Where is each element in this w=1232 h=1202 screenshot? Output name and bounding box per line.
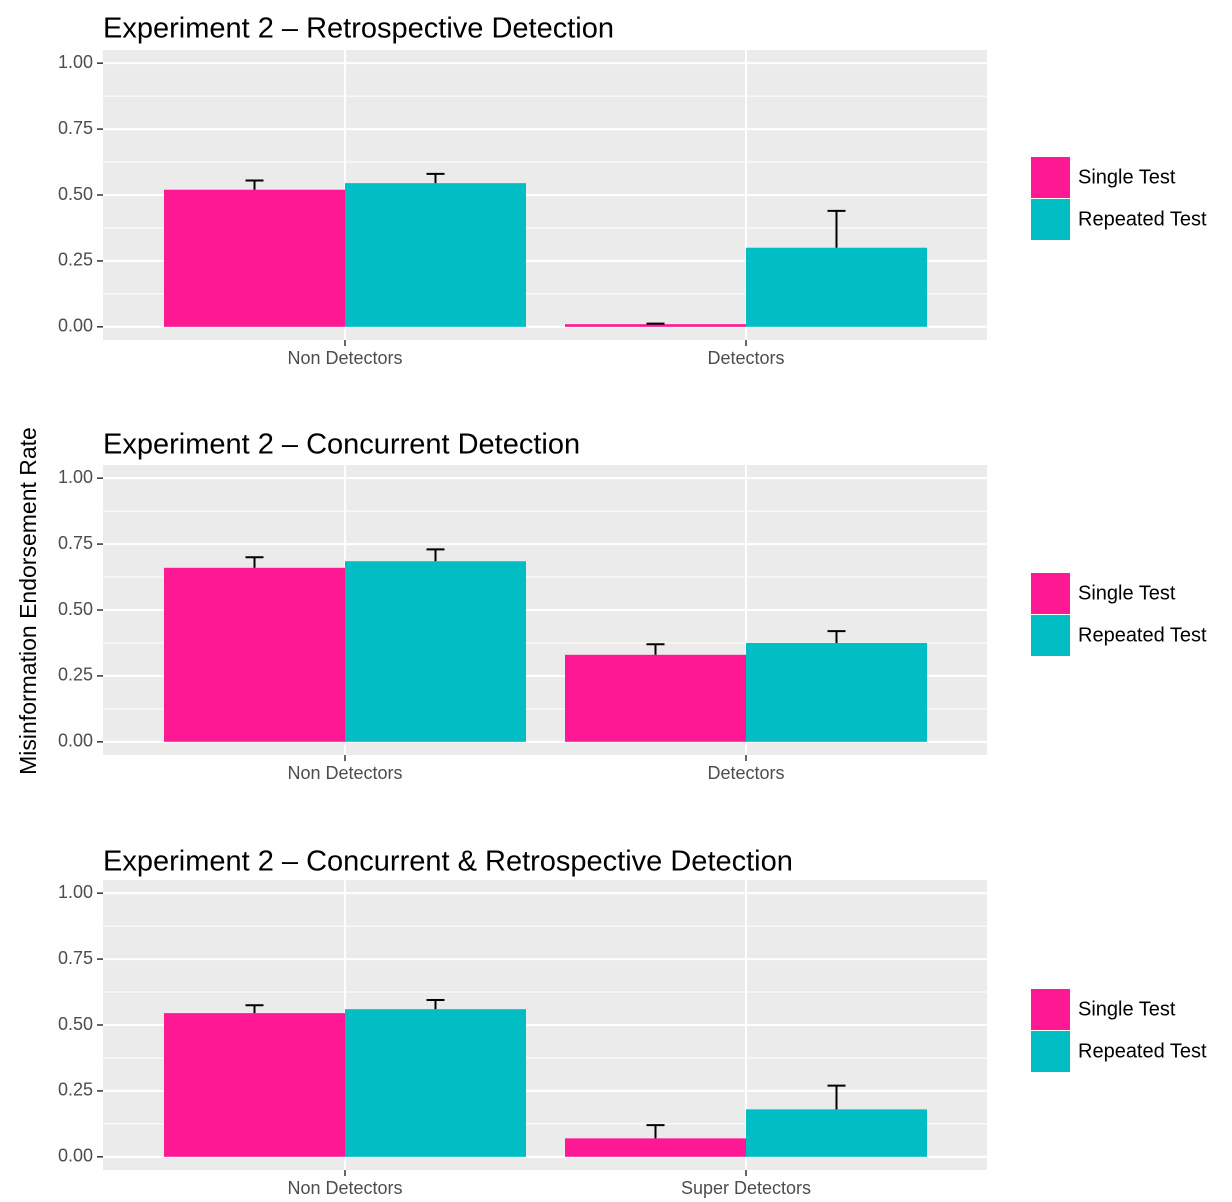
legend-label: Single Test (1078, 582, 1176, 604)
y-tick-label: 0.75 (58, 118, 93, 138)
chart-title: Experiment 2 – Retrospective Detection (103, 13, 614, 45)
bar-repeated (345, 183, 526, 327)
x-tick-label: Non Detectors (287, 763, 402, 783)
y-tick-label: 0.50 (58, 599, 93, 619)
bar-repeated (746, 642, 927, 742)
chart-panel-2: Experiment 2 – Concurrent Detection 0.00 0… (58, 429, 1207, 783)
legend-label: Single Test (1078, 998, 1176, 1020)
y-tick-label: 0.75 (58, 948, 93, 968)
bar-single (164, 1013, 345, 1157)
y-axis-label: Misinformation Endorsement Rate (15, 427, 41, 775)
legend-key-single (1031, 989, 1070, 1030)
y-tick-label: 0.75 (58, 533, 93, 553)
x-tick-label: Non Detectors (287, 348, 402, 368)
x-tick-label: Super Detectors (681, 1178, 811, 1198)
chart-panel-1: Experiment 2 – Retrospective Detection 0.… (58, 13, 1207, 368)
y-tick-label: 0.50 (58, 184, 93, 204)
y-tick-label: 1.00 (58, 882, 93, 902)
legend-key-repeated (1031, 1031, 1070, 1072)
legend-label: Repeated Test (1078, 208, 1207, 230)
y-tick-label: 0.00 (58, 1146, 93, 1166)
bar-repeated (345, 561, 526, 742)
bar-single (164, 189, 345, 327)
x-tick-label: Non Detectors (287, 1178, 402, 1198)
x-tick-label: Detectors (707, 763, 784, 783)
y-tick-label: 0.25 (58, 1080, 93, 1100)
y-tick-label: 0.00 (58, 731, 93, 751)
chart-panel-3: Experiment 2 – Concurrent & Retrospectiv… (58, 846, 1207, 1198)
y-tick-label: 1.00 (58, 467, 93, 487)
legend-label: Repeated Test (1078, 624, 1207, 646)
y-tick-label: 0.00 (58, 316, 93, 336)
bar-single (565, 654, 746, 742)
legend-key-single (1031, 573, 1070, 614)
bar-single (565, 324, 746, 327)
bar-repeated (746, 247, 927, 327)
y-tick-label: 0.25 (58, 665, 93, 685)
x-tick-label: Detectors (707, 348, 784, 368)
legend-label: Repeated Test (1078, 1040, 1207, 1062)
legend-label: Single Test (1078, 166, 1176, 188)
bar-repeated (345, 1009, 526, 1157)
y-tick-label: 1.00 (58, 52, 93, 72)
chart-title: Experiment 2 – Concurrent Detection (103, 429, 580, 461)
chart-title: Experiment 2 – Concurrent & Retrospectiv… (103, 846, 793, 878)
legend-key-repeated (1031, 199, 1070, 240)
bar-single (164, 567, 345, 742)
legend-key-repeated (1031, 615, 1070, 656)
legend-key-single (1031, 157, 1070, 198)
bar-repeated (746, 1109, 927, 1157)
y-tick-label: 0.25 (58, 250, 93, 270)
bar-single (565, 1138, 746, 1157)
y-tick-label: 0.50 (58, 1014, 93, 1034)
